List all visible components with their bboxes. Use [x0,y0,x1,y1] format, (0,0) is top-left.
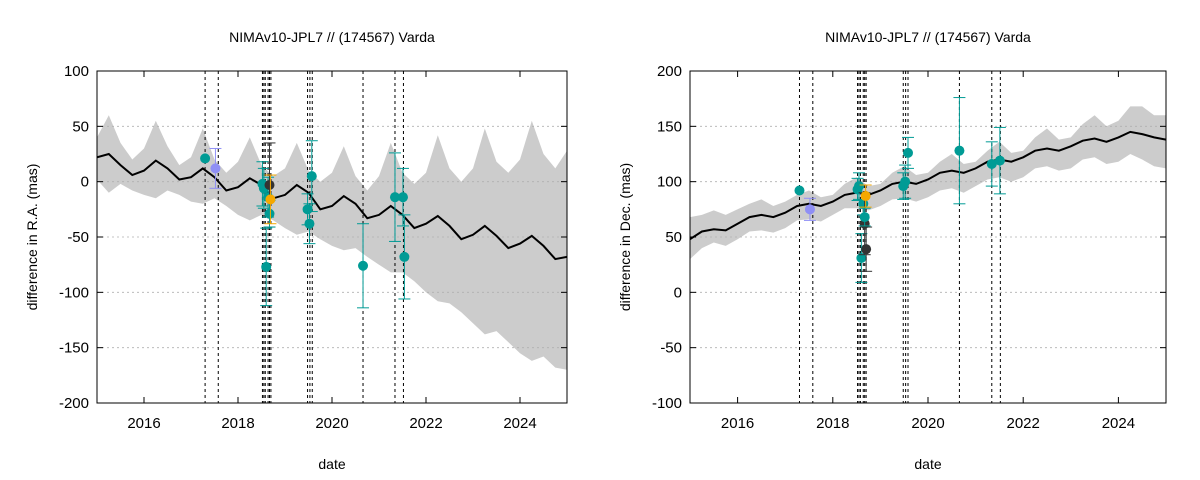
data-point [900,176,911,187]
data-point [397,192,408,203]
model-line [690,130,1166,241]
x-tick-label: 2020 [315,415,348,432]
x-tick-label: 2024 [1102,415,1135,432]
data-point [200,153,211,164]
y-tick-label: -200 [59,395,89,412]
chart-title: NIMAv10-JPL7 // (174567) Varda [825,29,1031,45]
x-tick-label: 2016 [127,415,160,432]
data-point [859,212,870,223]
y-tick-label: 50 [72,118,89,135]
data-point [853,181,864,192]
x-tick-label: 2024 [503,415,536,432]
y-tick-label: 50 [665,229,682,246]
data-point [358,260,369,271]
data-point [304,218,315,229]
data-point [389,192,400,203]
y-tick-label: 100 [64,63,89,80]
data-point [903,147,914,158]
y-tick-label: 0 [674,284,682,301]
data-point [264,179,275,190]
y-tick-label: 100 [657,174,682,191]
y-tick-label: -150 [59,340,89,357]
y-axis-label: difference in Dec. (mas) [617,163,633,311]
data-point [861,244,872,255]
model-line [97,152,567,261]
data-point [994,155,1005,166]
y-tick-label: 0 [81,174,89,191]
x-axis-label: date [914,456,941,472]
data-point [804,204,815,215]
x-axis-label: date [318,456,345,472]
uncertainty-band [690,106,1166,260]
x-tick-label: 2022 [409,415,442,432]
plot-area [97,71,567,403]
data-point [261,261,272,272]
y-axis-label: difference in R.A. (mas) [24,164,40,311]
data-point [856,253,867,264]
x-tick-label: 2016 [721,415,754,432]
data-point [265,194,276,205]
data-point [954,145,965,156]
x-tick-label: 2018 [221,415,254,432]
y-tick-label: -100 [652,395,682,412]
data-point [986,158,997,169]
x-tick-label: 2022 [1007,415,1040,432]
plot-area [690,71,1166,403]
y-tick-label: -100 [59,284,89,301]
data-point [210,163,221,174]
x-tick-label: 2020 [911,415,944,432]
data-point [399,251,410,262]
y-tick-label: 200 [657,63,682,80]
data-point [264,208,275,219]
y-tick-label: 150 [657,118,682,135]
y-tick-label: -50 [67,229,89,246]
data-point [860,191,871,202]
data-point [794,185,805,196]
chart-title: NIMAv10-JPL7 // (174567) Varda [229,29,435,45]
uncertainty-band [97,115,567,370]
y-tick-label: -50 [660,340,682,357]
x-tick-label: 2018 [816,415,849,432]
data-point [306,171,317,182]
